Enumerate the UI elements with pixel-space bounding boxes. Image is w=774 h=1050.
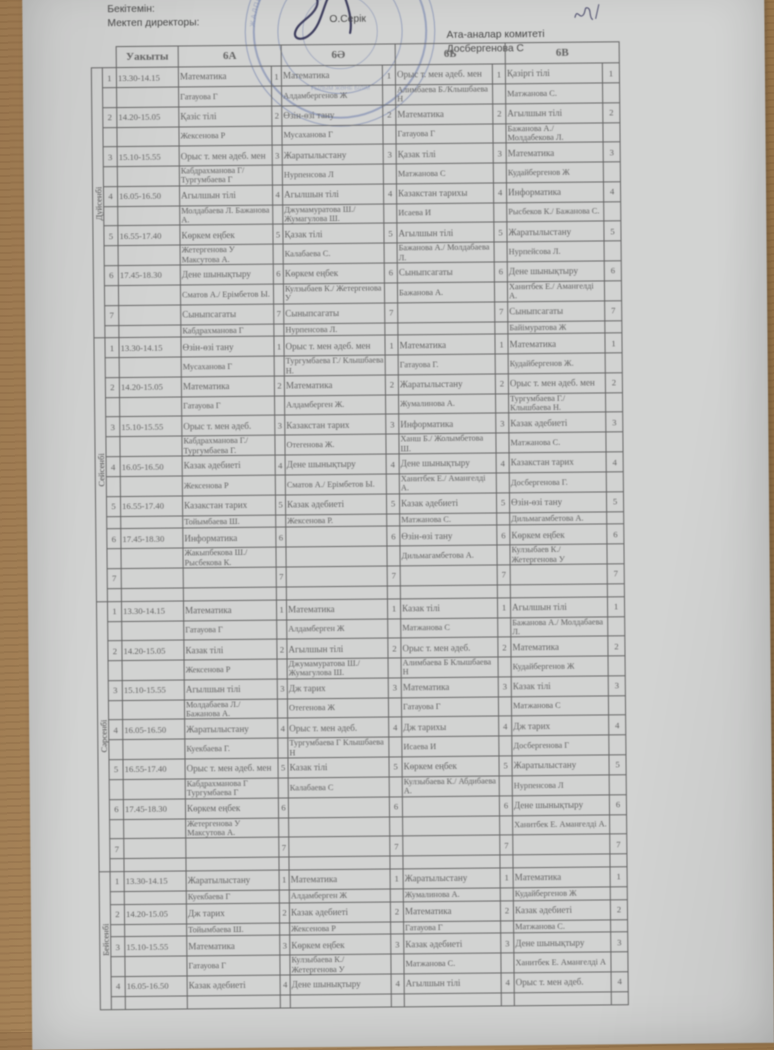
svg-text:ҒЫЛЫМ ЖӘНЕ БІЛІМ: ҒЫЛЫМ ЖӘНЕ БІЛІМ — [311, 85, 370, 92]
